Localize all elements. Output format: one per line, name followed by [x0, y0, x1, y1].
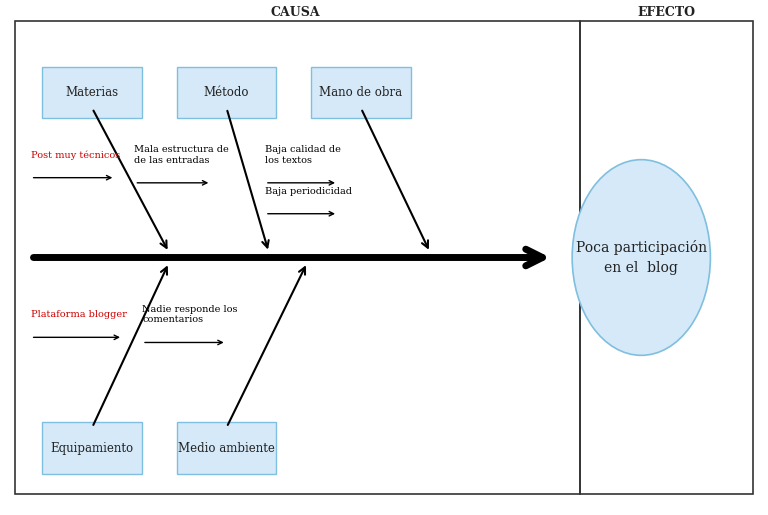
Text: Medio ambiente: Medio ambiente — [178, 441, 275, 455]
FancyBboxPatch shape — [177, 422, 276, 474]
Text: Poca participación
en el  blog: Poca participación en el blog — [576, 239, 707, 276]
FancyBboxPatch shape — [42, 67, 142, 118]
Text: Baja calidad de
los textos: Baja calidad de los textos — [265, 145, 341, 165]
Text: Método: Método — [204, 86, 250, 99]
Text: CAUSA: CAUSA — [271, 6, 320, 20]
Text: Mano de obra: Mano de obra — [319, 86, 402, 99]
Text: Mala estructura de
de las entradas: Mala estructura de de las entradas — [134, 145, 229, 165]
FancyBboxPatch shape — [311, 67, 411, 118]
FancyBboxPatch shape — [177, 67, 276, 118]
Text: Materias: Materias — [65, 86, 119, 99]
Text: EFECTO: EFECTO — [637, 6, 696, 20]
Text: Equipamiento: Equipamiento — [51, 441, 134, 455]
Text: Plataforma blogger: Plataforma blogger — [31, 311, 127, 319]
FancyBboxPatch shape — [42, 422, 142, 474]
Ellipse shape — [572, 160, 710, 355]
Text: Nadie responde los
comentarios: Nadie responde los comentarios — [142, 305, 237, 324]
Text: Baja periodicidad: Baja periodicidad — [265, 187, 352, 196]
Text: Post muy técnicos: Post muy técnicos — [31, 150, 120, 160]
